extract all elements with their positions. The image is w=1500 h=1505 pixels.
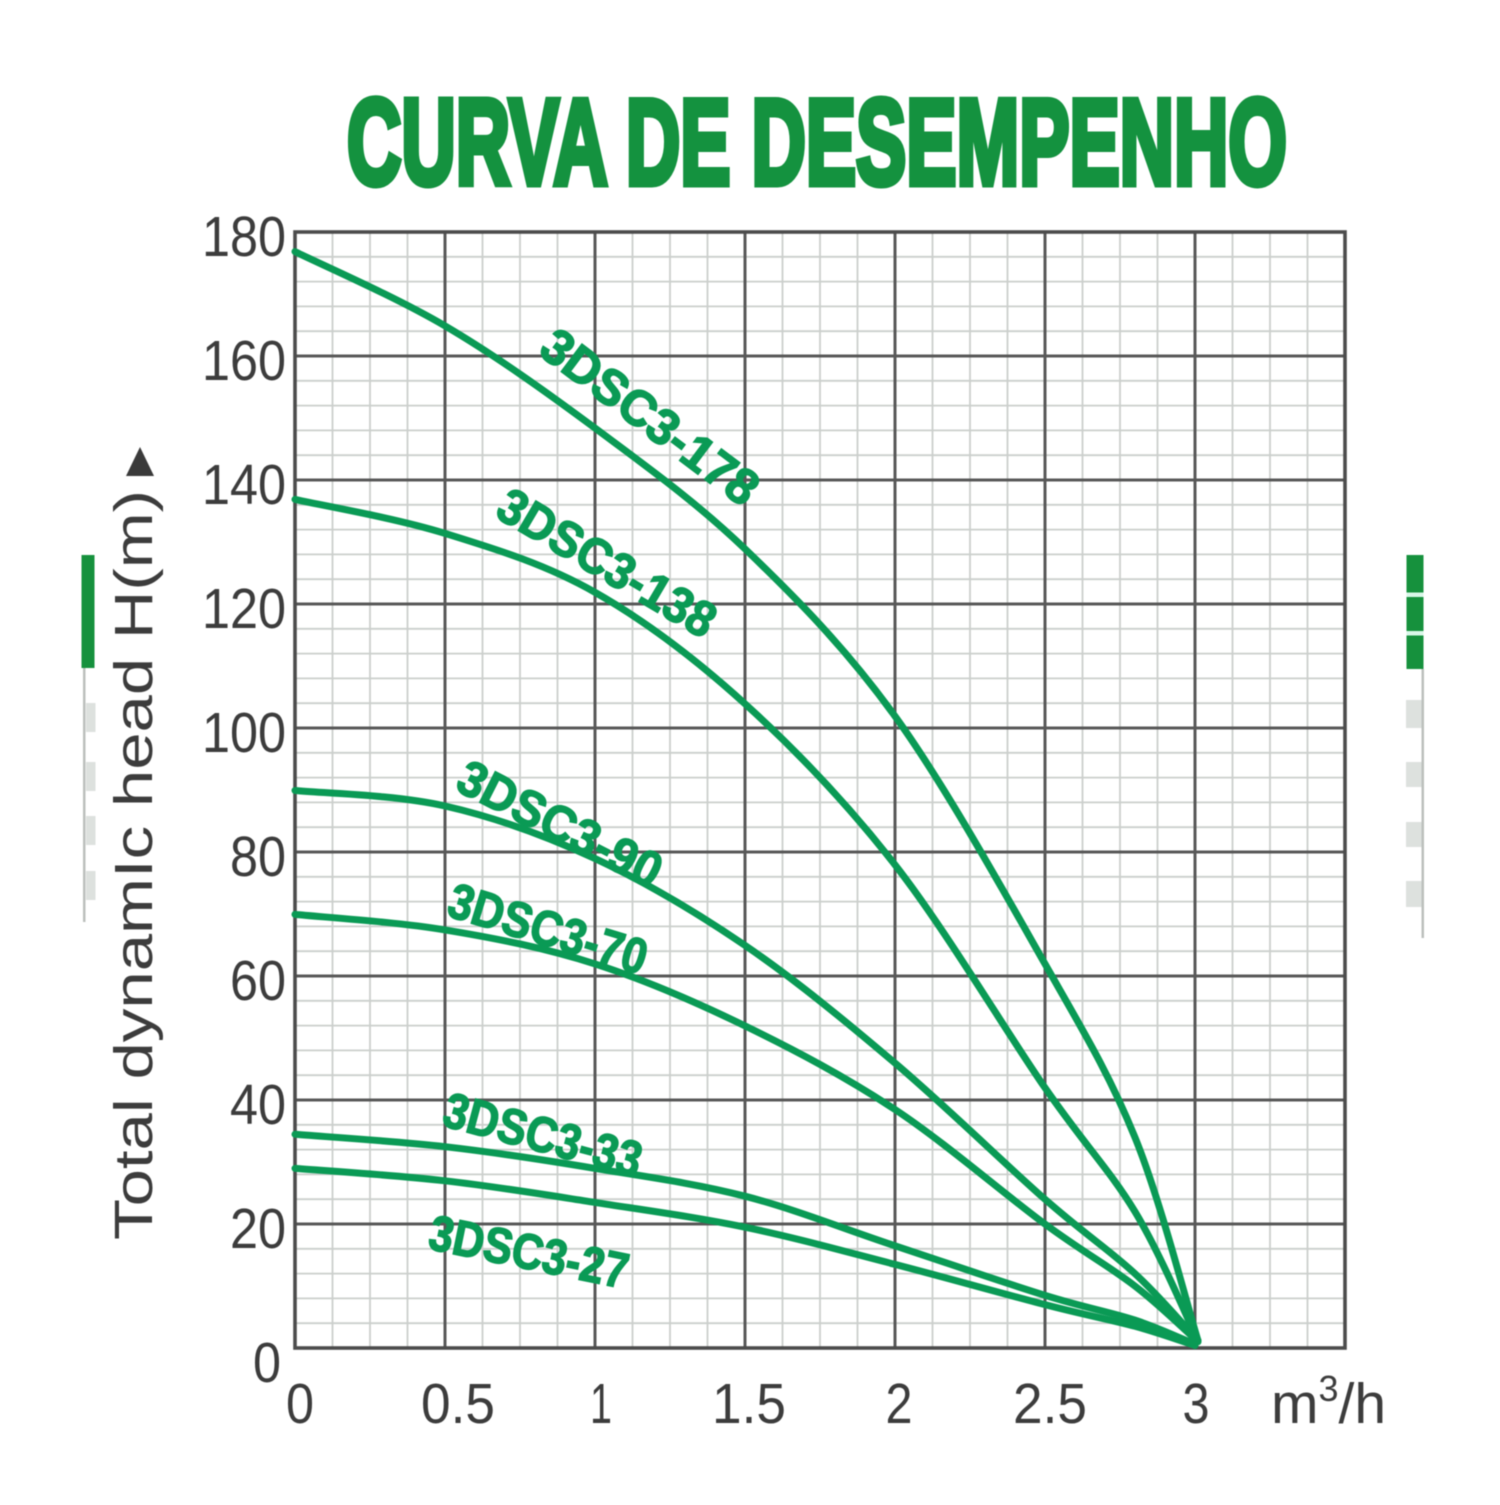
svg-text:180: 180 <box>202 205 286 269</box>
svg-text:160: 160 <box>202 329 286 393</box>
svg-text:60: 60 <box>230 949 286 1013</box>
svg-text:2.5: 2.5 <box>1013 1372 1087 1436</box>
svg-text:Total dynamIc head H(m): Total dynamIc head H(m) <box>104 490 164 1240</box>
svg-text:CURVA DE DESEMPENHO: CURVA DE DESEMPENHO <box>347 74 1287 210</box>
svg-text:1: 1 <box>590 1372 612 1436</box>
svg-text:20: 20 <box>230 1197 286 1261</box>
svg-text:120: 120 <box>202 577 286 641</box>
svg-text:3: 3 <box>1183 1372 1210 1436</box>
svg-text:0.5: 0.5 <box>421 1372 495 1436</box>
svg-text:80: 80 <box>230 825 286 889</box>
svg-text:100: 100 <box>202 701 286 765</box>
svg-text:0: 0 <box>286 1372 314 1436</box>
svg-text:140: 140 <box>202 453 286 517</box>
svg-text:40: 40 <box>230 1073 286 1137</box>
svg-text:0: 0 <box>253 1331 281 1395</box>
svg-text:2: 2 <box>886 1372 913 1436</box>
svg-text:1.5: 1.5 <box>712 1372 786 1436</box>
